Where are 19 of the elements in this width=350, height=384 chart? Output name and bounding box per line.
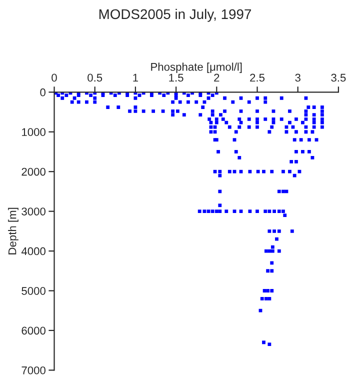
x-tick-label: 0 [52,74,57,82]
y-tick-label: 3000 [22,208,46,216]
x-tick-label: 2 [214,74,220,82]
y-tick-label: 2000 [22,168,46,176]
x-tick-label: 0.5 [88,74,102,82]
x-axis-title: Phosphate [μmol/l] [151,62,242,73]
y-tick-label: 7000 [22,366,46,374]
x-tick-label: 1.5 [169,74,184,82]
y-axis-title: Depth [m] [8,208,18,254]
x-tick-label: 2.5 [250,74,265,82]
y-tick-label: 6000 [22,326,46,335]
chart-title: MODS2005 in July, 1997 [99,8,251,22]
y-tick-label: 0 [40,88,46,96]
x-tick-label: 1 [133,74,138,82]
y-tick-label: 1000 [22,128,46,136]
y-tick-label: 5000 [22,287,46,295]
y-tick-label: 4000 [21,247,46,256]
x-tick-label: 3 [295,74,300,82]
x-tick-label: 3.5 [331,74,346,82]
